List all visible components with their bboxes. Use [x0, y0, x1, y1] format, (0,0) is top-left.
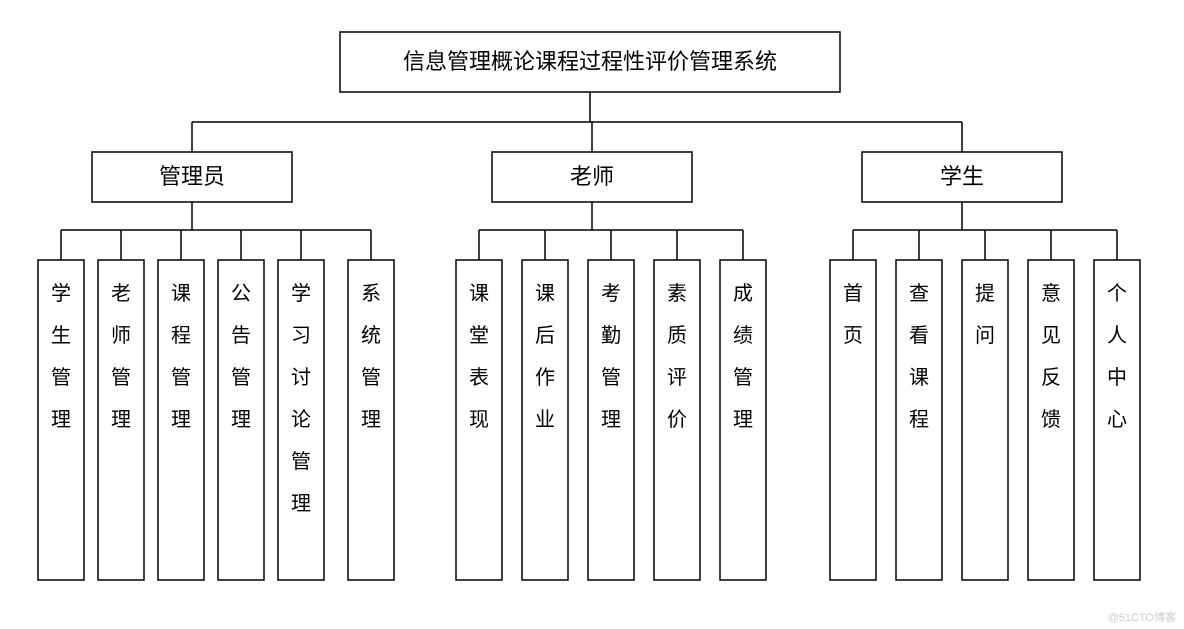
group-label-2: 学生: [940, 164, 984, 189]
org-chart: 信息管理概论课程过程性评价管理系统管理员学生管理老师管理课程管理公告管理学习讨论…: [0, 0, 1184, 629]
leaf-box-2-2: [962, 260, 1008, 580]
root-label: 信息管理概论课程过程性评价管理系统: [403, 49, 777, 74]
leaf-box-2-0: [830, 260, 876, 580]
group-label-1: 老师: [570, 164, 614, 189]
watermark: @51CTO博客: [1108, 610, 1176, 624]
group-label-0: 管理员: [159, 164, 225, 189]
